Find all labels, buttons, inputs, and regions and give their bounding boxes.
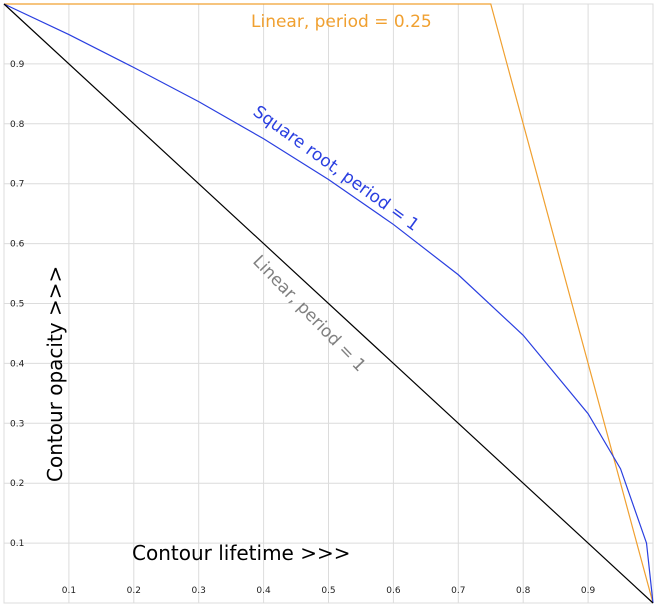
x-tick-label-7: 0.7 — [451, 586, 465, 596]
y-tick-label-4: 0.4 — [10, 359, 25, 369]
series-line-linear-period-1 — [3, 3, 654, 604]
x-axis-title: Contour lifetime >>> — [132, 541, 351, 565]
y-tick-label-6: 0.6 — [10, 240, 25, 250]
y-tick-label-5: 0.5 — [10, 300, 24, 310]
y-tick-label-9: 0.9 — [10, 60, 25, 70]
series-line-linear-period-0-25 — [4, 3, 654, 604]
x-tick-label-2: 0.2 — [127, 586, 141, 596]
x-tick-label-6: 0.6 — [386, 586, 401, 596]
x-tick-label-3: 0.3 — [192, 586, 206, 596]
y-tick-label-2: 0.2 — [10, 479, 24, 489]
x-tick-label-4: 0.4 — [256, 586, 271, 596]
y-tick-label-8: 0.8 — [10, 120, 25, 130]
x-tick-label-5: 0.5 — [321, 586, 335, 596]
y-tick-label-1: 0.1 — [10, 539, 24, 549]
y-tick-labels: 0.1 0.2 0.3 0.4 0.5 0.6 0.7 0.8 0.9 — [10, 60, 25, 549]
x-tick-labels: 0.1 0.2 0.3 0.4 0.5 0.6 0.7 0.8 0.9 — [62, 586, 596, 596]
series-line-square-root-period-1 — [3, 3, 654, 604]
x-tick-label-9: 0.9 — [581, 586, 596, 596]
series-layer — [3, 3, 654, 604]
y-tick-label-7: 0.7 — [10, 180, 24, 190]
label-linear-period-0-25: Linear, period = 0.25 — [251, 12, 432, 32]
x-tick-label-1: 0.1 — [62, 586, 76, 596]
y-axis-title: Contour opacity >>> — [43, 266, 67, 482]
y-tick-label-3: 0.3 — [10, 419, 24, 429]
x-tick-label-8: 0.8 — [516, 586, 531, 596]
